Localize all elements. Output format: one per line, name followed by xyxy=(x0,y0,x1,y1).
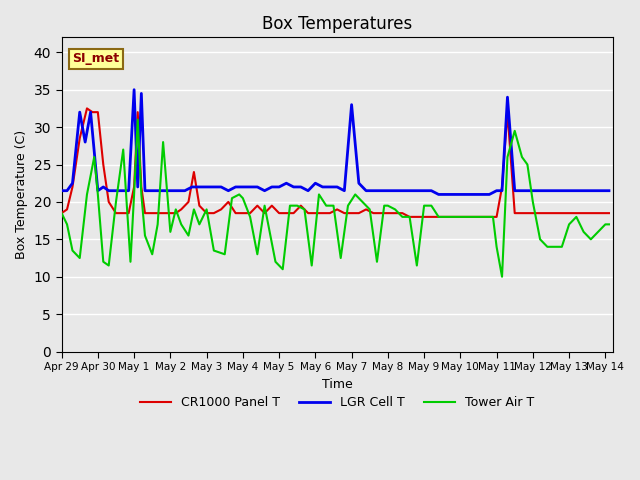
X-axis label: Time: Time xyxy=(322,377,353,391)
LGR Cell T xyxy=(312,180,319,186)
LGR Cell T xyxy=(173,188,181,193)
LGR Cell T xyxy=(203,184,211,190)
Tower Air T xyxy=(605,221,613,227)
LGR Cell T xyxy=(58,188,65,193)
Tower Air T xyxy=(134,117,141,122)
LGR Cell T xyxy=(195,184,203,190)
CR1000 Panel T xyxy=(58,210,65,216)
CR1000 Panel T xyxy=(134,109,141,115)
Tower Air T xyxy=(58,210,65,216)
Tower Air T xyxy=(131,192,138,197)
Tower Air T xyxy=(159,139,167,145)
CR1000 Panel T xyxy=(384,210,392,216)
Legend: CR1000 Panel T, LGR Cell T, Tower Air T: CR1000 Panel T, LGR Cell T, Tower Air T xyxy=(135,391,540,414)
Tower Air T xyxy=(456,214,464,220)
LGR Cell T xyxy=(511,188,518,193)
Tower Air T xyxy=(498,274,506,280)
CR1000 Panel T xyxy=(94,109,102,115)
Line: Tower Air T: Tower Air T xyxy=(61,120,609,277)
Tower Air T xyxy=(493,244,500,250)
LGR Cell T xyxy=(435,192,442,197)
Title: Box Temperatures: Box Temperatures xyxy=(262,15,412,33)
Line: CR1000 Panel T: CR1000 Panel T xyxy=(61,108,609,217)
LGR Cell T xyxy=(131,87,138,93)
LGR Cell T xyxy=(605,188,613,193)
CR1000 Panel T xyxy=(498,184,506,190)
CR1000 Panel T xyxy=(605,210,613,216)
LGR Cell T xyxy=(498,188,506,193)
CR1000 Panel T xyxy=(83,106,91,111)
Tower Air T xyxy=(384,203,392,208)
Y-axis label: Box Temperature (C): Box Temperature (C) xyxy=(15,130,28,259)
CR1000 Panel T xyxy=(406,214,413,220)
CR1000 Panel T xyxy=(161,210,169,216)
Text: SI_met: SI_met xyxy=(72,52,120,65)
CR1000 Panel T xyxy=(464,214,472,220)
Line: LGR Cell T: LGR Cell T xyxy=(61,90,609,194)
Tower Air T xyxy=(90,154,98,160)
